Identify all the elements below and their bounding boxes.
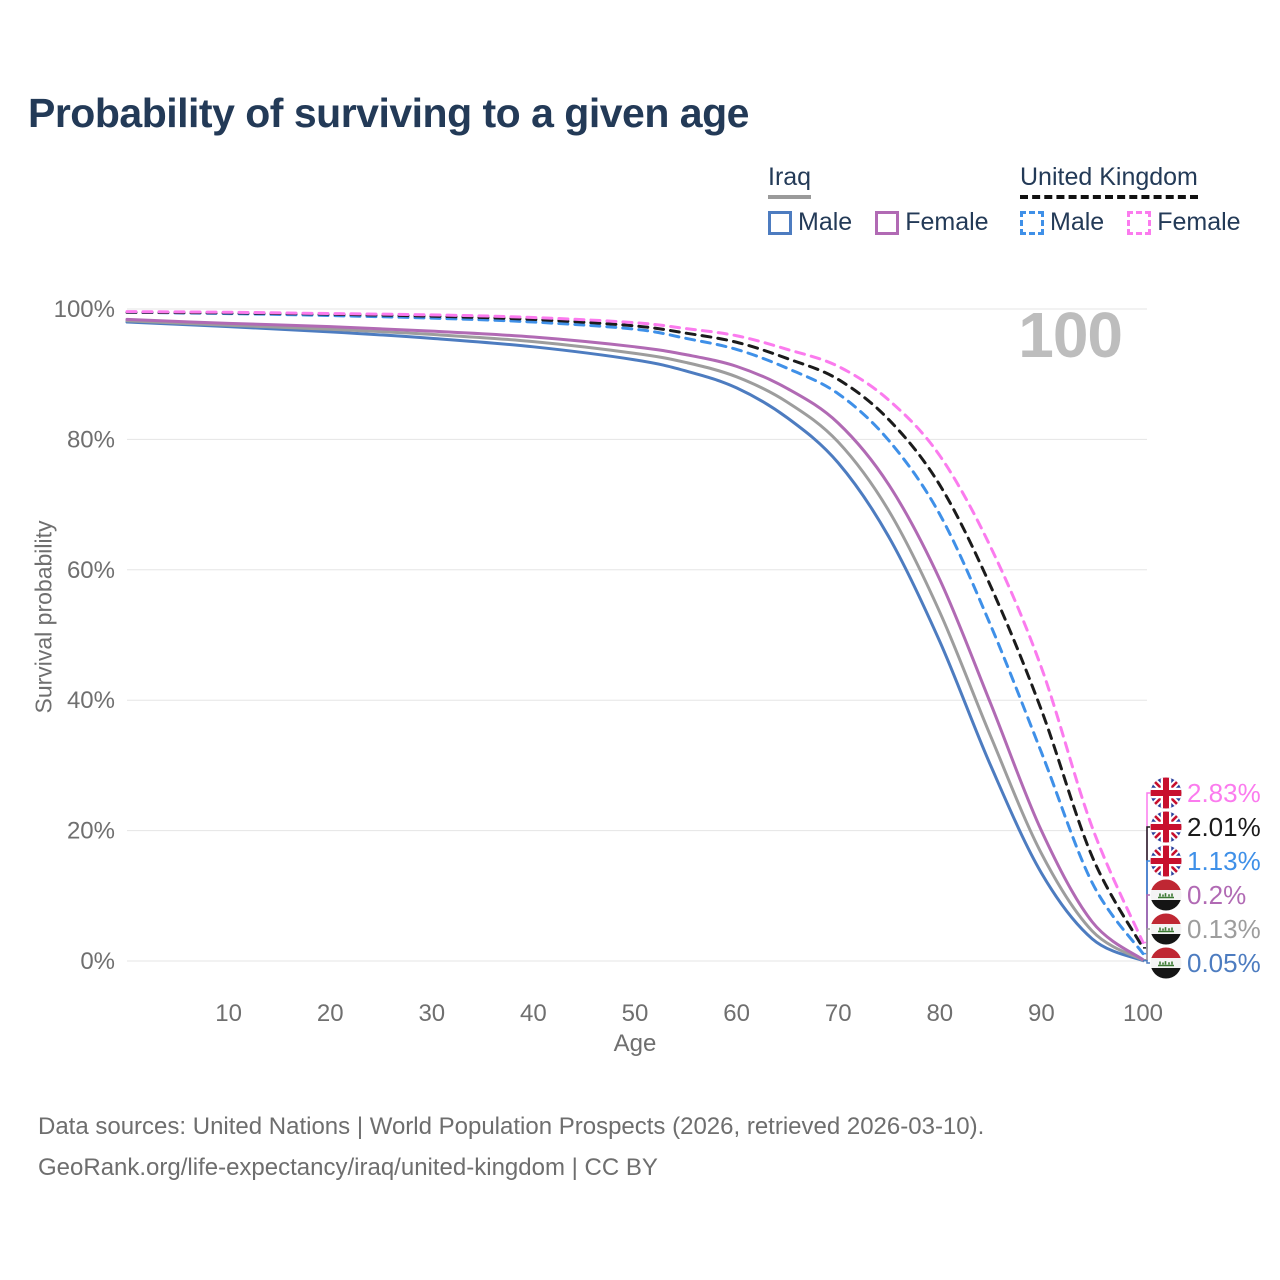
footer: Data sources: United Nations | World Pop… (38, 1106, 984, 1188)
y-tick-label: 100% (54, 296, 115, 323)
united-kingdom-flag-icon (1150, 811, 1182, 843)
united-kingdom-flag-icon (1150, 845, 1182, 877)
page-title: Probability of surviving to a given age (28, 90, 749, 136)
y-tick-label: 60% (67, 557, 115, 584)
legend-item-label: Female (1157, 208, 1241, 236)
footer-attribution: GeoRank.org/life-expectancy/iraq/united-… (38, 1154, 658, 1181)
y-axis-title: Survival probability (30, 520, 57, 714)
end-value-label: 0.05% (1187, 947, 1261, 978)
series-line-iraq_male (125, 320, 1145, 963)
legend-item-label: Female (905, 208, 989, 236)
x-tick-label: 80 (926, 1000, 953, 1027)
legend-swatch-iraq-female (875, 210, 900, 235)
leader-line-iraq_female (1143, 894, 1150, 961)
x-tick-label: 60 (723, 1000, 750, 1027)
end-label-iraq_both: 0.13% (1150, 913, 1261, 945)
legend-item-uk-female[interactable]: Female (1127, 208, 1241, 237)
legend-item-iraq-female[interactable]: Female (875, 208, 989, 237)
end-label-iraq_female: 0.2% (1150, 879, 1246, 911)
united-kingdom-flag-icon (1150, 777, 1182, 809)
y-tick-label: 80% (67, 426, 115, 453)
x-tick-label: 50 (622, 1000, 649, 1027)
leader-line-uk_male (1143, 860, 1150, 955)
x-axis-title: Age (613, 1030, 657, 1057)
legend-group-united-kingdom: United Kingdom Male Female (1020, 163, 1241, 237)
legend-swatch-uk-female (1127, 210, 1152, 235)
iraq-flag-icon (1150, 947, 1182, 979)
leader-line-iraq_male (1143, 959, 1150, 964)
footer-data-sources: Data sources: United Nations | World Pop… (38, 1113, 985, 1140)
series-line-iraq_female (125, 317, 1145, 962)
end-label-uk_male: 1.13% (1150, 845, 1261, 877)
end-label-uk_female: 2.83% (1150, 777, 1261, 809)
end-label-uk_both: 2.01% (1150, 811, 1261, 843)
end-label-iraq_male: 0.05% (1150, 947, 1261, 979)
x-tick-label: 10 (215, 1000, 242, 1027)
legend-country-heading-united-kingdom: United Kingdom (1020, 163, 1241, 199)
series-line-uk_male (125, 310, 1145, 956)
x-tick-label: 90 (1028, 1000, 1055, 1027)
end-value-label: 0.2% (1187, 879, 1247, 910)
iraq-flag-icon (1150, 913, 1182, 945)
leader-line-iraq_both (1143, 928, 1150, 961)
x-tick-label: 40 (520, 1000, 547, 1027)
series-line-uk_female (125, 310, 1145, 945)
x-tick-label: 100 (1123, 1000, 1163, 1027)
end-value-label: 2.83% (1187, 777, 1261, 808)
legend-swatch-iraq-male (768, 210, 792, 235)
y-tick-label: 20% (67, 818, 115, 845)
end-value-label: 2.01% (1187, 811, 1261, 842)
legend-swatch-uk-male (1020, 210, 1044, 235)
leader-line-uk_female (1143, 792, 1150, 944)
series-line-uk_both (125, 310, 1145, 950)
legend-item-uk-male[interactable]: Male (1020, 208, 1104, 237)
legend-item-label: Male (798, 208, 853, 236)
legend-country-heading-iraq: Iraq (768, 163, 989, 199)
leader-line-uk_both (1143, 826, 1150, 949)
series-line-iraq_both (125, 319, 1145, 962)
end-value-label: 0.13% (1187, 913, 1261, 944)
legend-country-label-united-kingdom: United Kingdom (1020, 163, 1198, 199)
x-tick-label: 20 (317, 1000, 344, 1027)
legend-item-label: Male (1050, 208, 1105, 236)
x-tick-label: 30 (418, 1000, 445, 1027)
end-value-label: 1.13% (1187, 845, 1261, 876)
iraq-flag-icon (1150, 879, 1182, 911)
legend-country-label-iraq: Iraq (768, 163, 812, 199)
legend-group-iraq: Iraq Male Female (768, 163, 989, 237)
age-indicator: 100 (1018, 299, 1123, 371)
legend-item-iraq-male[interactable]: Male (768, 208, 852, 237)
y-tick-label: 0% (80, 948, 115, 975)
x-tick-label: 70 (825, 1000, 852, 1027)
y-tick-label: 40% (67, 687, 115, 714)
